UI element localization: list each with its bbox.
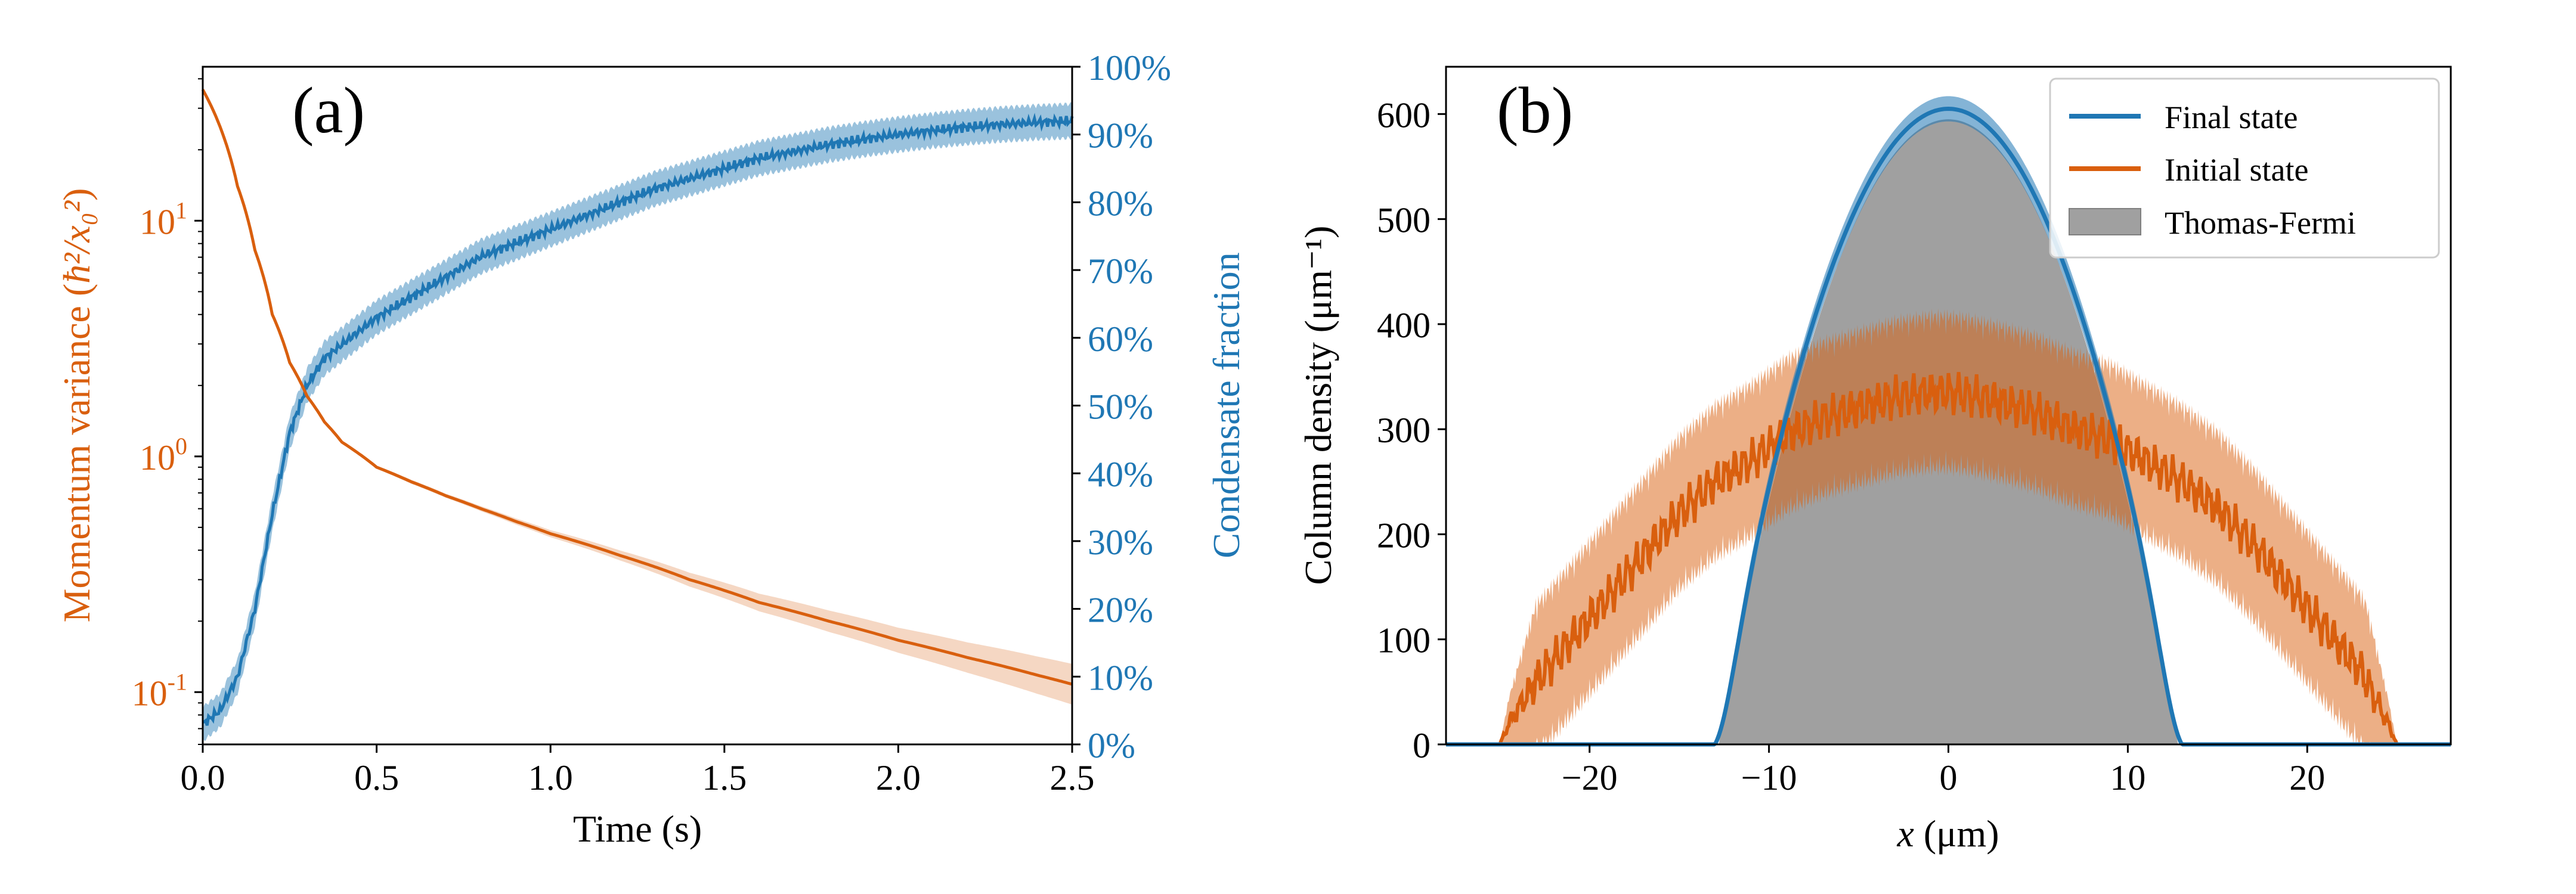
left-axis-label-main: Momentum variance ( xyxy=(55,284,98,623)
panel-a-right-axis-label: Condensate fraction xyxy=(1205,252,1247,558)
panel-b-y-tick-label: 500 xyxy=(1377,201,1431,240)
panel-b-x-tick-label: 20 xyxy=(2289,758,2325,797)
panel-a-right-tick-label: 100% xyxy=(1088,48,1171,88)
panel-a-right-tick-label: 30% xyxy=(1088,523,1153,562)
panel-b-y-tick-label: 100 xyxy=(1377,621,1431,660)
panel-a-right-ticks: 0% 10% 20% 30% 40% 50% 60% 70% 80% 90% 100% xyxy=(1072,48,1171,765)
panel-a-left-tick-label: 100 xyxy=(140,433,187,477)
panel-b: −20 −10 0 10 20 0 100 200 300 400 500 600 (b) x (μ… xyxy=(1297,66,2452,855)
panel-b-x-tick-label: −10 xyxy=(1741,758,1797,797)
panel-b-x-axis-label: x (μm) xyxy=(1896,812,1999,855)
panel-b-x-tick-label: −20 xyxy=(1562,758,1618,797)
x-axis-label-var: x xyxy=(1896,812,1914,855)
panel-a-right-tick-label: 10% xyxy=(1088,658,1153,697)
panel-a-left-tick-label: 101 xyxy=(140,197,187,241)
panel-a-series xyxy=(201,89,1074,741)
panel-a-x-axis-label: Time (s) xyxy=(573,808,702,850)
tick-base: 10 xyxy=(140,438,175,477)
initial-state-band xyxy=(1500,308,2397,744)
panel-a-right-tick-label: 70% xyxy=(1088,252,1153,291)
panel-b-legend: Final state Initial state Thomas-Fermi xyxy=(2049,77,2440,259)
panel-b-y-tick-label: 200 xyxy=(1377,516,1431,555)
panel-b-y-tick-label: 600 xyxy=(1377,95,1431,135)
panel-a-x-tick-label: 0.0 xyxy=(181,758,225,797)
panel-a-right-tick-label: 90% xyxy=(1088,116,1153,156)
left-axis-label-math: ħ²/x₀² xyxy=(55,200,98,284)
panel-b-y-tick-label: 400 xyxy=(1377,306,1431,345)
momentum-variance-line xyxy=(201,89,1073,686)
panel-b-y-ticks: 0 100 200 300 400 500 600 xyxy=(1377,95,1446,765)
panel-a-label: (a) xyxy=(292,74,365,147)
tick-exponent: 0 xyxy=(175,433,187,460)
panel-a-right-tick-label: 40% xyxy=(1088,455,1153,494)
panel-a-left-tick-label: 10-1 xyxy=(132,668,187,713)
panel-a-right-tick-label: 50% xyxy=(1088,387,1153,427)
panel-a-left-axis-label: Momentum variance (ħ²/x₀²) xyxy=(55,188,98,623)
legend-initial-state-label: Initial state xyxy=(2165,152,2308,188)
panel-b-x-tick-label: 10 xyxy=(2110,758,2145,797)
legend-box xyxy=(2049,77,2440,259)
panel-b-y-axis-label: Column density (μm⁻¹) xyxy=(1297,226,1339,585)
panel-a-x-tick-label: 2.5 xyxy=(1050,758,1095,797)
panel-a-right-tick-label: 20% xyxy=(1088,591,1153,630)
panel-b-x-tick-label: 0 xyxy=(1940,758,1958,797)
condensate-fraction-line xyxy=(202,113,1074,726)
panel-a-right-tick-label: 60% xyxy=(1088,319,1153,359)
initial-state-line xyxy=(1498,372,2399,746)
legend-final-state-label: Final state xyxy=(2165,100,2298,135)
tick-base: 10 xyxy=(132,673,168,713)
panel-b-y-tick-label: 0 xyxy=(1413,726,1431,765)
tick-exponent: 1 xyxy=(175,197,187,224)
panel-b-x-ticks: −20 −10 0 10 20 xyxy=(1562,744,2325,797)
panel-a-x-tick-label: 1.5 xyxy=(702,758,747,797)
legend-thomas-fermi-swatch xyxy=(2069,208,2141,235)
panel-a-right-tick-label: 80% xyxy=(1088,184,1153,223)
panel-a-x-ticks: 0.0 0.5 1.0 1.5 2.0 2.5 xyxy=(181,744,1095,797)
panel-b-y-tick-label: 300 xyxy=(1377,411,1431,450)
panel-a-x-tick-label: 2.0 xyxy=(876,758,921,797)
panel-a-x-tick-label: 1.0 xyxy=(528,758,573,797)
legend-thomas-fermi-label: Thomas-Fermi xyxy=(2165,205,2356,241)
tick-exponent: -1 xyxy=(168,668,187,695)
tick-base: 10 xyxy=(140,202,175,241)
panel-b-label: (b) xyxy=(1497,74,1573,147)
left-axis-label-close: ) xyxy=(55,188,98,201)
panel-a-x-tick-label: 0.5 xyxy=(354,758,399,797)
panel-a-right-tick-label: 0% xyxy=(1088,726,1135,765)
x-axis-label-unit: (μm) xyxy=(1914,812,1999,855)
